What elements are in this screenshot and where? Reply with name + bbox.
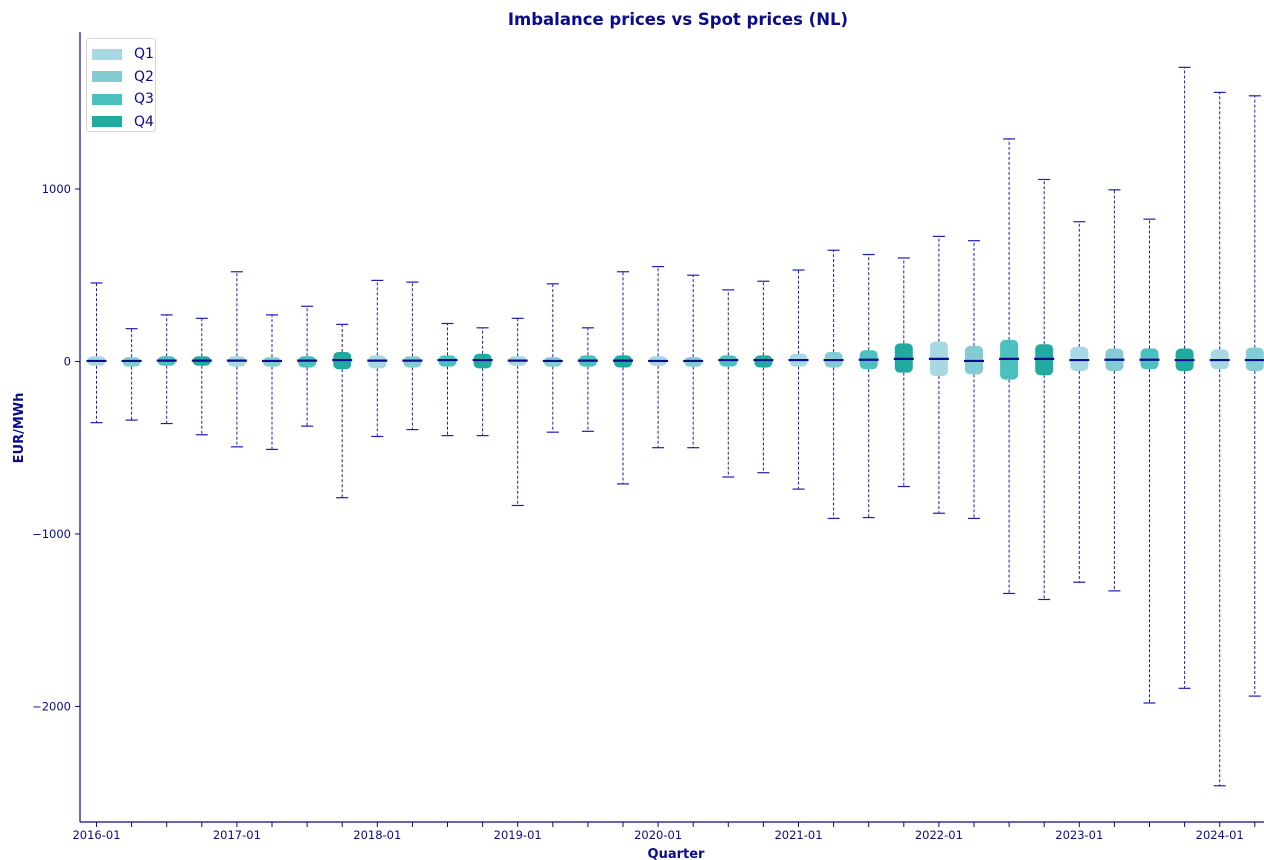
box-2020-Q1	[648, 265, 669, 449]
x-tick-label: 2022-01	[915, 828, 963, 842]
legend-label-q1: Q1	[134, 46, 154, 63]
box-2023-Q3	[1139, 218, 1160, 704]
legend-label-q2: Q2	[134, 68, 154, 85]
y-tick-label: −2000	[32, 699, 71, 713]
box-2023-Q4	[1174, 66, 1195, 689]
box-2023-Q1	[1069, 221, 1090, 583]
legend-item-q2: Q2	[92, 66, 155, 89]
legend-item-q3: Q3	[92, 88, 155, 111]
box-2017-Q4	[332, 323, 353, 499]
box-2021-Q4	[893, 257, 914, 488]
legend-swatch-q4	[92, 116, 122, 128]
box-2022-Q1	[928, 235, 949, 514]
box-2019-Q2	[542, 283, 563, 433]
box-iqr	[403, 356, 422, 368]
legend-label-q3: Q3	[134, 91, 154, 108]
box-2021-Q1	[788, 269, 809, 490]
x-axis-label: Quarter	[648, 847, 706, 860]
box-2019-Q4	[613, 271, 633, 485]
chart-title: Imbalance prices vs Spot prices (NL)	[508, 10, 848, 29]
box-2017-Q3	[297, 305, 318, 427]
box-iqr	[298, 356, 317, 368]
box-2022-Q2	[964, 240, 984, 520]
box-2022-Q4	[1034, 178, 1055, 601]
y-tick-label: 1000	[42, 182, 71, 196]
box-2024-Q1	[1209, 91, 1230, 787]
x-tick-label: 2024-01	[1196, 828, 1244, 842]
box-2021-Q3	[858, 253, 879, 519]
x-tick-label: 2016-01	[72, 828, 120, 842]
box-2017-Q2	[262, 314, 282, 451]
y-ticks: 1000 0 −1000 −2000	[32, 182, 80, 713]
box-2016-Q1	[86, 282, 107, 424]
legend-swatch-q2	[92, 71, 122, 83]
box-2017-Q1	[226, 271, 247, 448]
box-2021-Q2	[823, 249, 844, 520]
x-tick-label: 2021-01	[774, 828, 822, 842]
x-tick-label: 2018-01	[353, 828, 401, 842]
box-2016-Q2	[121, 328, 142, 421]
box-2018-Q2	[402, 281, 423, 431]
box-2020-Q3	[718, 289, 739, 478]
x-tick-label: 2019-01	[494, 828, 542, 842]
box-2023-Q2	[1104, 189, 1125, 592]
box-2024-Q2	[1244, 95, 1264, 697]
plot-area	[86, 66, 1264, 787]
x-tick-label: 2023-01	[1055, 828, 1103, 842]
box-2019-Q1	[507, 317, 528, 507]
box-2018-Q3	[437, 322, 458, 437]
y-axis-label: EUR/MWh	[12, 393, 27, 464]
legend: Q1 Q2 Q3 Q4	[86, 38, 156, 132]
y-tick-label: 0	[64, 354, 71, 368]
box-2016-Q3	[156, 314, 177, 425]
x-ticks: 2016-01 2017-01 2018-01 2019-01 2020-01 2021-…	[72, 822, 1256, 842]
box-2019-Q3	[577, 327, 598, 432]
legend-item-q1: Q1	[92, 43, 155, 66]
x-tick-label: 2017-01	[213, 828, 261, 842]
box-iqr	[368, 355, 387, 369]
box-2016-Q4	[191, 317, 212, 436]
legend-item-q4: Q4	[92, 111, 155, 134]
axes	[79, 32, 1264, 823]
box-2020-Q4	[753, 280, 774, 474]
x-tick-label: 2020-01	[634, 828, 682, 842]
box-iqr	[1070, 346, 1089, 371]
box-2022-Q3	[999, 138, 1020, 595]
legend-label-q4: Q4	[134, 113, 154, 130]
box-2020-Q2	[683, 274, 704, 449]
box-2018-Q4	[472, 327, 493, 437]
box-2018-Q1	[367, 279, 388, 438]
legend-swatch-q1	[92, 48, 122, 60]
legend-swatch-q3	[92, 93, 122, 105]
y-tick-label: −1000	[32, 527, 71, 541]
box-iqr	[754, 355, 773, 368]
